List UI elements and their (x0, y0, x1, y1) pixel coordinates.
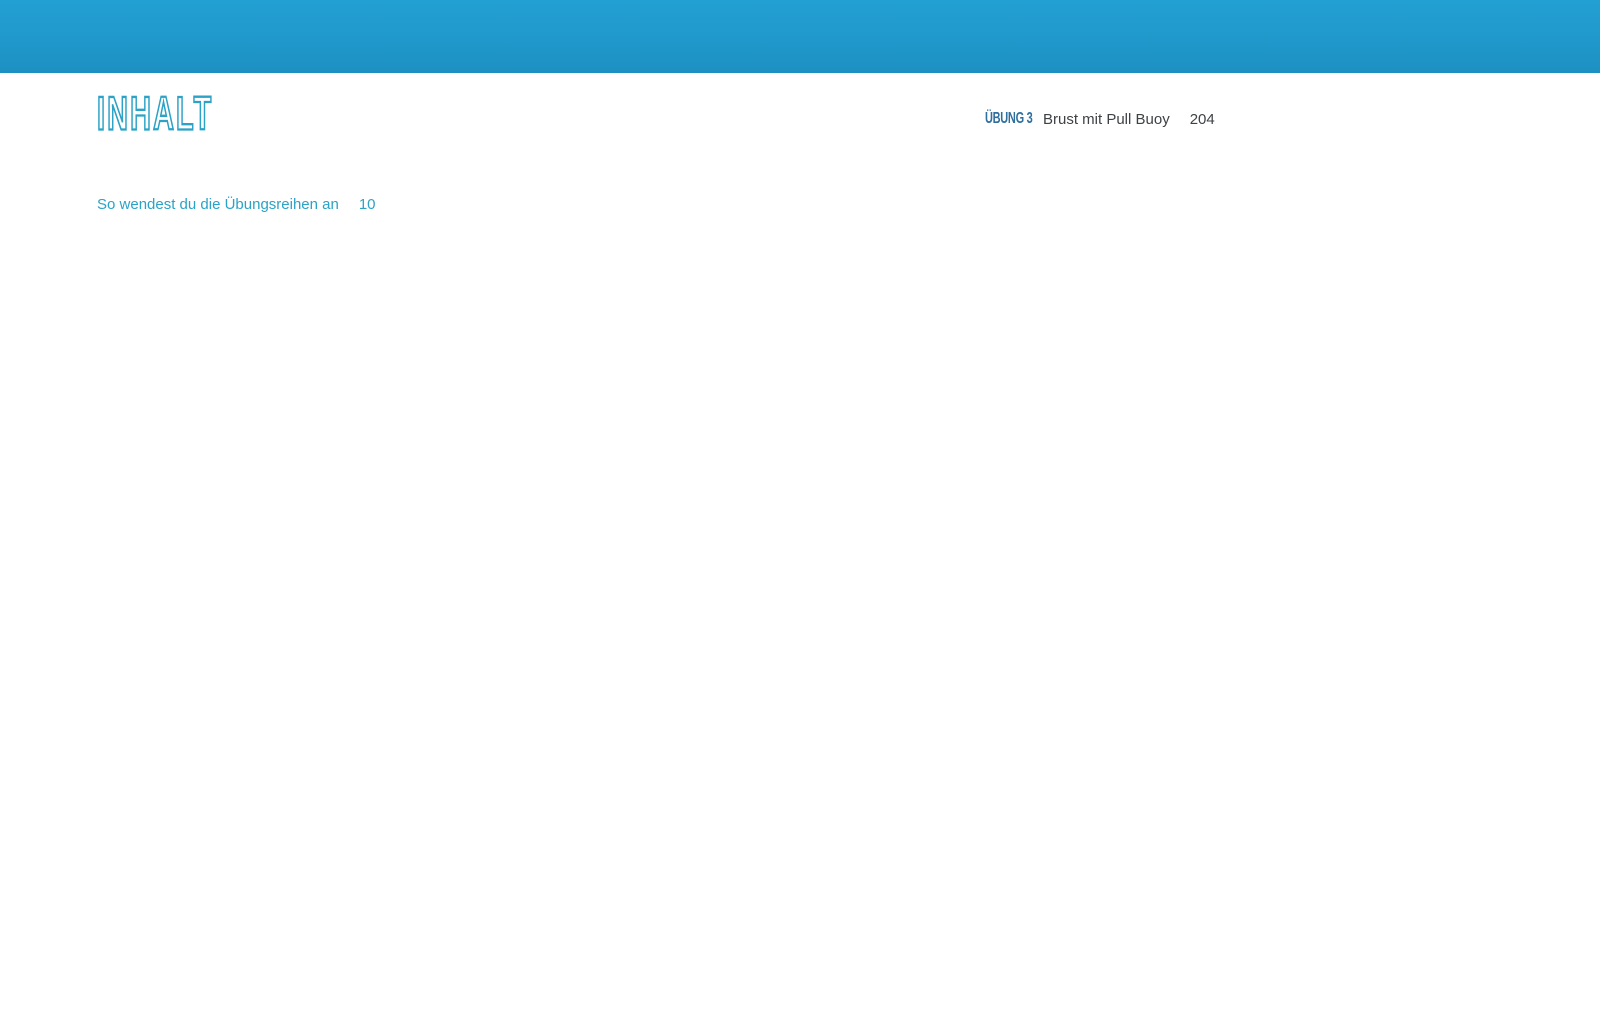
block-intro: So wendest du die Übungsreihen an10Die f… (97, 195, 1600, 1010)
entry-label: ÜBUNG 3 (985, 110, 1033, 128)
toc-entry: So wendest du die Übungsreihen an 10 (97, 195, 1600, 1010)
entry-title: So wendest du die Übungsreihen an (97, 196, 339, 213)
entry-page-number: 204 (1189, 110, 1600, 1010)
entry-list: So wendest du die Übungsreihen an10Die f… (97, 195, 1600, 1010)
top-banner (0, 0, 1600, 73)
toc-column-left: INHALT So wendest du die Übungsreihen an… (96, 0, 1600, 1010)
page-title: INHALT (96, 87, 214, 141)
toc-entry: ÜBUNG 3 Brust mit Pull Buoy 204 (985, 110, 1600, 1010)
entry-title: Brust mit Pull Buoy (1043, 111, 1170, 128)
